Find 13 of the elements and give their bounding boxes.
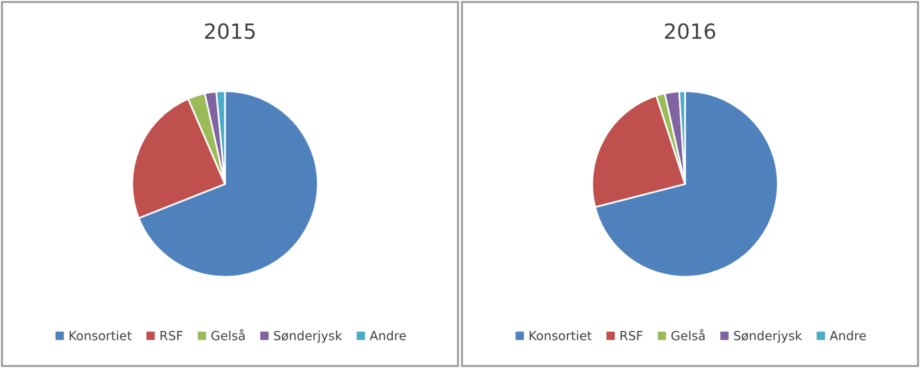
legend-label: Gelså <box>671 329 705 340</box>
legend-label: Andre <box>830 330 866 340</box>
chart-title: 2015 <box>205 23 255 40</box>
legend-label: RSF <box>160 330 182 340</box>
legend-label: Sønderjysk <box>734 330 802 343</box>
legend-label: RSF <box>620 330 642 340</box>
legend-label: Konsortiet <box>70 330 132 340</box>
legend-label: Sønderjysk <box>274 330 342 343</box>
legend-label: Konsortiet <box>530 330 592 340</box>
pie-slice <box>594 90 779 278</box>
legend-label: Andre <box>370 330 406 340</box>
legend-label: Gelså <box>211 329 245 340</box>
chart-title: 2016 <box>665 23 716 40</box>
